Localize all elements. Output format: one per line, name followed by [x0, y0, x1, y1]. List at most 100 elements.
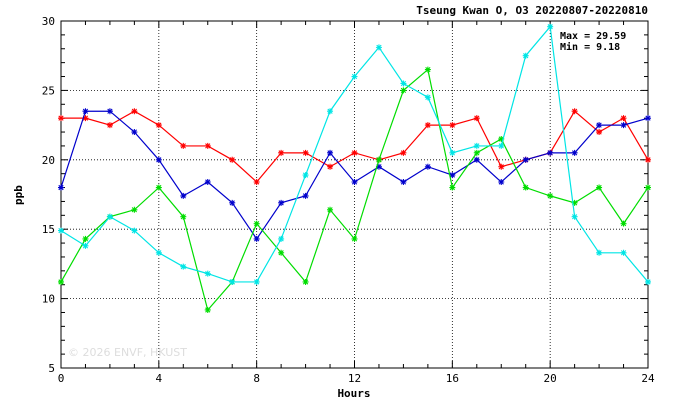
series-1-point [449, 122, 456, 129]
series-4-point [498, 142, 505, 149]
series-2-point [204, 179, 211, 186]
series-1-point [82, 115, 89, 122]
series-4-point [424, 94, 431, 101]
series-3-point [522, 184, 529, 191]
series-2-point [449, 172, 456, 179]
y-tick-label: 10 [42, 293, 55, 306]
series-3-point [571, 199, 578, 206]
x-axis-title: Hours [337, 387, 370, 400]
series-2-point [375, 163, 382, 170]
series-1-point [278, 149, 285, 156]
series-4-point [278, 235, 285, 242]
series-1-point [596, 129, 603, 136]
series-1-point [106, 122, 113, 129]
series-4-point [522, 52, 529, 59]
series-4-point [400, 80, 407, 87]
series-4-point [58, 227, 64, 234]
stat-min: Min = 9.18 [560, 41, 620, 53]
y-tick-label: 5 [48, 362, 55, 375]
x-tick-label: 12 [348, 372, 361, 385]
series-3-point [620, 220, 627, 227]
series-3-point [253, 220, 260, 227]
series-2-point [522, 156, 529, 163]
series-4-point [106, 213, 113, 220]
axes: 0 4 8 12 16 20 24 5 10 15 20 25 30 [42, 15, 655, 385]
series-2-point [180, 192, 187, 199]
series-1-point [253, 179, 260, 186]
series-4-point [253, 278, 260, 285]
series-2-point [155, 156, 162, 163]
series-1-point [327, 163, 334, 170]
series-1-point [204, 142, 211, 149]
series-4-point [302, 172, 309, 179]
series-2-point [106, 108, 113, 115]
series-3-point [327, 206, 334, 213]
series-3-point [473, 149, 480, 156]
series-3-point [449, 184, 456, 191]
series-3-point [424, 66, 431, 73]
y-tick-label: 30 [42, 15, 55, 28]
x-tick-label: 0 [58, 372, 65, 385]
series-3-point [375, 156, 382, 163]
chart-watermark: © 2026 ENVF, HKUST [68, 346, 187, 359]
series-1-point [620, 115, 627, 122]
series-2-point [620, 122, 627, 129]
series-1-point [131, 108, 138, 115]
stat-max: Max = 29.59 [560, 31, 626, 42]
x-tick-label: 16 [446, 372, 459, 385]
series-3-point [400, 87, 407, 94]
y-axis-title: ppb [12, 185, 25, 205]
series-3-point [204, 306, 211, 313]
series-2-point [498, 179, 505, 186]
series-2-point [82, 108, 89, 115]
series-2-point [58, 184, 64, 191]
series-1-point [424, 122, 431, 129]
y-tick-label: 20 [42, 154, 55, 167]
series-1-point [645, 156, 651, 163]
series-3-point [155, 184, 162, 191]
chart-title: Tseung Kwan O, O3 20220807-20220810 [416, 4, 648, 17]
series-4-point [596, 249, 603, 256]
series-4-point [571, 213, 578, 220]
series-3-point [596, 184, 603, 191]
grid-lines [61, 21, 648, 368]
series-4-point [449, 149, 456, 156]
series-2-point [645, 115, 651, 122]
series-3-point [131, 206, 138, 213]
series-2-point [131, 129, 138, 136]
series-2-point [596, 122, 603, 129]
series-4-point [547, 23, 554, 30]
series-2-point [302, 192, 309, 199]
series-3-point [351, 235, 358, 242]
y-tick-label: 15 [42, 223, 55, 236]
series-2-point [424, 163, 431, 170]
series-3-point [58, 278, 64, 285]
series-3-point [302, 278, 309, 285]
series-3-point [180, 213, 187, 220]
series-1-point [155, 122, 162, 129]
series-3-point [498, 135, 505, 142]
series-3-point [82, 235, 89, 242]
series-2-point [229, 199, 236, 206]
series-1-point [180, 142, 187, 149]
series-2-point [400, 179, 407, 186]
x-tick-label: 24 [641, 372, 655, 385]
series-4-point [204, 270, 211, 277]
x-tick-label: 8 [253, 372, 260, 385]
series-4-point [155, 249, 162, 256]
series-4-point [375, 44, 382, 51]
series-4-point [473, 142, 480, 149]
y-tick-label: 25 [42, 84, 55, 97]
series-2-point [473, 156, 480, 163]
series-2-point [351, 179, 358, 186]
series-2-point [253, 235, 260, 242]
series-3-point [645, 184, 651, 191]
series-4-point [327, 108, 334, 115]
series-2-point [278, 199, 285, 206]
series-1-point [229, 156, 236, 163]
series-4-point [229, 278, 236, 285]
x-tick-label: 20 [544, 372, 557, 385]
x-tick-label: 4 [156, 372, 163, 385]
series-4-point [620, 249, 627, 256]
series-4-point [82, 242, 89, 249]
